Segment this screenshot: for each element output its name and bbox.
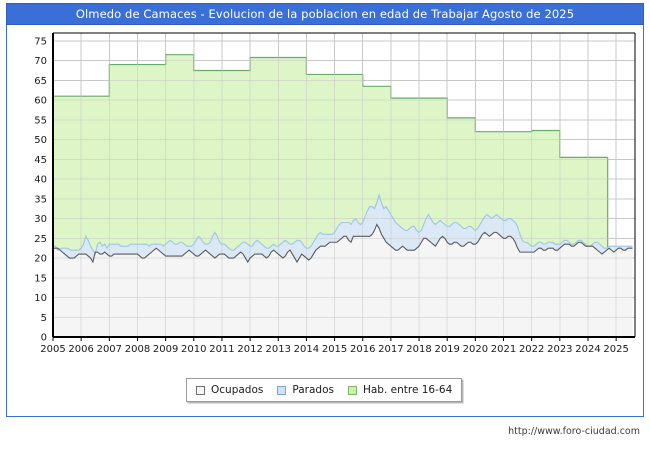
y-tick-label: 5 — [41, 313, 47, 324]
x-tick-label: 2008 — [125, 344, 150, 355]
y-tick-label: 10 — [34, 293, 47, 304]
legend-swatch-habitantes — [347, 385, 357, 395]
x-tick-label: 2005 — [40, 344, 65, 355]
title-bar: Olmedo de Camaces - Evolucion de la pobl… — [6, 3, 644, 25]
y-tick-label: 25 — [34, 234, 47, 245]
source-url: http://www.foro-ciudad.com — [508, 426, 640, 437]
x-tick-label: 2012 — [237, 344, 262, 355]
x-tick-label: 2006 — [68, 344, 93, 355]
x-tick-label: 2020 — [463, 344, 488, 355]
y-tick-label: 30 — [34, 214, 47, 225]
y-tick-label: 0 — [41, 333, 47, 344]
legend-item-habitantes: Hab. entre 16-64 — [347, 384, 453, 396]
page-title: Olmedo de Camaces - Evolucion de la pobl… — [75, 7, 575, 21]
x-tick-label: 2018 — [406, 344, 431, 355]
legend-label-parados: Parados — [292, 384, 334, 396]
y-tick-label: 45 — [34, 155, 47, 166]
x-tick-label: 2023 — [547, 344, 572, 355]
legend-label-habitantes: Hab. entre 16-64 — [362, 384, 453, 396]
chart-legend: Ocupados Parados Hab. entre 16-64 — [186, 378, 463, 402]
legend-label-ocupados: Ocupados — [211, 384, 264, 396]
legend-item-parados: Parados — [277, 384, 334, 396]
x-tick-label: 2025 — [603, 344, 628, 355]
y-tick-label: 20 — [34, 254, 47, 265]
y-tick-label: 65 — [34, 76, 47, 87]
x-tick-label: 2013 — [266, 344, 291, 355]
x-tick-label: 2016 — [350, 344, 375, 355]
x-tick-label: 2009 — [153, 344, 178, 355]
x-tick-label: 2010 — [181, 344, 206, 355]
x-tick-label: 2007 — [97, 344, 122, 355]
legend-item-ocupados: Ocupados — [196, 384, 263, 396]
x-tick-label: 2017 — [378, 344, 403, 355]
legend-swatch-ocupados — [196, 385, 205, 395]
x-tick-label: 2022 — [519, 344, 544, 355]
x-tick-label: 2019 — [434, 344, 459, 355]
x-tick-label: 2014 — [294, 344, 319, 355]
x-tick-label: 2015 — [322, 344, 347, 355]
legend-swatch-parados — [277, 385, 287, 395]
y-tick-label: 55 — [34, 115, 47, 126]
y-tick-label: 70 — [34, 56, 47, 67]
y-tick-label: 40 — [34, 175, 47, 186]
y-tick-label: 60 — [34, 96, 47, 107]
y-tick-label: 75 — [34, 36, 47, 47]
x-tick-label: 2021 — [491, 344, 516, 355]
y-tick-label: 35 — [34, 194, 47, 205]
x-tick-label: 2024 — [575, 344, 600, 355]
y-tick-label: 15 — [34, 273, 47, 284]
y-tick-label: 50 — [34, 135, 47, 146]
x-tick-label: 2011 — [209, 344, 234, 355]
